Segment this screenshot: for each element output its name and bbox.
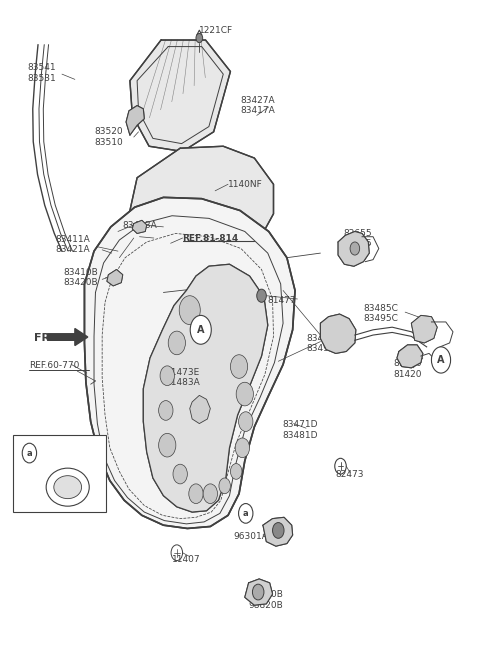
Circle shape [257,289,266,302]
Polygon shape [130,147,274,264]
Circle shape [173,464,187,484]
Ellipse shape [54,476,82,499]
Text: 83541
83531: 83541 83531 [27,63,56,83]
Circle shape [239,503,253,523]
Text: 81410
81420: 81410 81420 [393,359,422,379]
Text: 83485C
83495C: 83485C 83495C [363,304,398,323]
Polygon shape [132,220,147,233]
Text: 98810B
98820B: 98810B 98820B [248,590,283,610]
Circle shape [252,584,264,600]
Circle shape [168,331,185,355]
Text: 83471D
83481D: 83471D 83481D [282,420,318,440]
Circle shape [219,478,230,493]
Text: a: a [26,449,32,457]
Circle shape [158,401,173,420]
Circle shape [22,443,36,463]
Text: a  1731JE: a 1731JE [32,440,74,449]
Circle shape [158,434,176,457]
Circle shape [239,412,253,432]
Text: FR.: FR. [34,333,55,344]
Polygon shape [411,315,437,343]
Text: 83427A
83417A: 83427A 83417A [240,96,275,115]
Polygon shape [144,264,268,512]
Text: 81473E
81483A: 81473E 81483A [166,368,201,388]
Text: 11407: 11407 [172,555,201,564]
Circle shape [190,315,211,344]
Text: 83484
83494X: 83484 83494X [306,334,341,353]
Polygon shape [190,396,210,424]
Ellipse shape [46,468,89,506]
Circle shape [189,484,203,503]
Circle shape [196,34,203,43]
Text: 96301A: 96301A [234,532,269,541]
Polygon shape [263,517,293,546]
Polygon shape [245,579,273,605]
Polygon shape [130,40,230,152]
Polygon shape [48,328,88,346]
Circle shape [236,382,253,406]
Circle shape [235,438,250,458]
Text: 83411A
83421A: 83411A 83421A [56,235,91,254]
Circle shape [160,366,174,386]
Text: 82655
82665: 82655 82665 [343,229,372,248]
Circle shape [432,347,451,373]
Circle shape [179,296,200,325]
Text: REF.81-814: REF.81-814 [182,233,239,242]
Circle shape [203,484,217,503]
Text: 1140NF: 1140NF [228,180,263,189]
Text: 83410B
83420B: 83410B 83420B [63,267,97,287]
Polygon shape [397,345,423,368]
FancyBboxPatch shape [12,435,106,512]
Polygon shape [126,106,144,135]
Text: 83413A: 83413A [123,221,157,230]
Text: 1221CF: 1221CF [199,26,233,35]
Circle shape [230,464,242,480]
Polygon shape [84,197,295,528]
Circle shape [230,355,248,378]
Text: A: A [197,325,204,335]
Text: a: a [243,509,249,518]
Text: REF.60-770: REF.60-770 [29,361,80,371]
Polygon shape [107,269,123,286]
Text: 82473: 82473 [336,470,364,478]
Circle shape [273,522,284,538]
Text: A: A [437,355,445,365]
Circle shape [350,242,360,255]
Text: 83520
83510: 83520 83510 [94,127,123,147]
Text: 81477: 81477 [268,296,296,305]
Polygon shape [338,231,369,266]
Polygon shape [321,314,356,353]
